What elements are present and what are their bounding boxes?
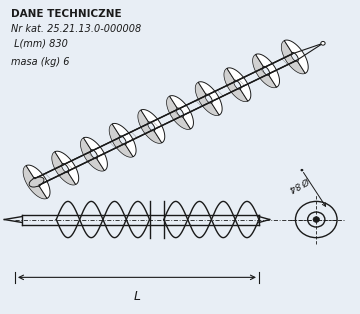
Polygon shape <box>112 123 136 157</box>
Polygon shape <box>138 110 162 143</box>
Polygon shape <box>167 96 190 129</box>
Polygon shape <box>281 41 305 74</box>
Text: masa (kg) 6: masa (kg) 6 <box>12 57 70 67</box>
Polygon shape <box>52 152 76 185</box>
Text: DANE TECHNICZNE: DANE TECHNICZNE <box>12 8 122 19</box>
Polygon shape <box>23 165 47 199</box>
Circle shape <box>321 41 325 45</box>
Polygon shape <box>141 110 165 143</box>
Polygon shape <box>170 96 193 129</box>
Polygon shape <box>256 54 279 87</box>
Polygon shape <box>81 138 104 171</box>
Circle shape <box>301 169 303 171</box>
Text: Nr kat. 25.21.13.0-000008: Nr kat. 25.21.13.0-000008 <box>12 24 142 34</box>
Text: L(mm) 830: L(mm) 830 <box>12 38 68 48</box>
Polygon shape <box>253 54 276 88</box>
Polygon shape <box>109 124 133 157</box>
Polygon shape <box>284 40 308 73</box>
Circle shape <box>313 217 319 222</box>
Text: Ø 84: Ø 84 <box>288 174 311 192</box>
Polygon shape <box>84 137 107 171</box>
Polygon shape <box>26 165 50 198</box>
Ellipse shape <box>29 177 44 187</box>
Polygon shape <box>195 82 219 116</box>
Polygon shape <box>224 68 248 102</box>
Text: L: L <box>134 290 140 303</box>
Polygon shape <box>55 151 79 185</box>
Polygon shape <box>227 68 251 101</box>
Polygon shape <box>198 82 222 115</box>
